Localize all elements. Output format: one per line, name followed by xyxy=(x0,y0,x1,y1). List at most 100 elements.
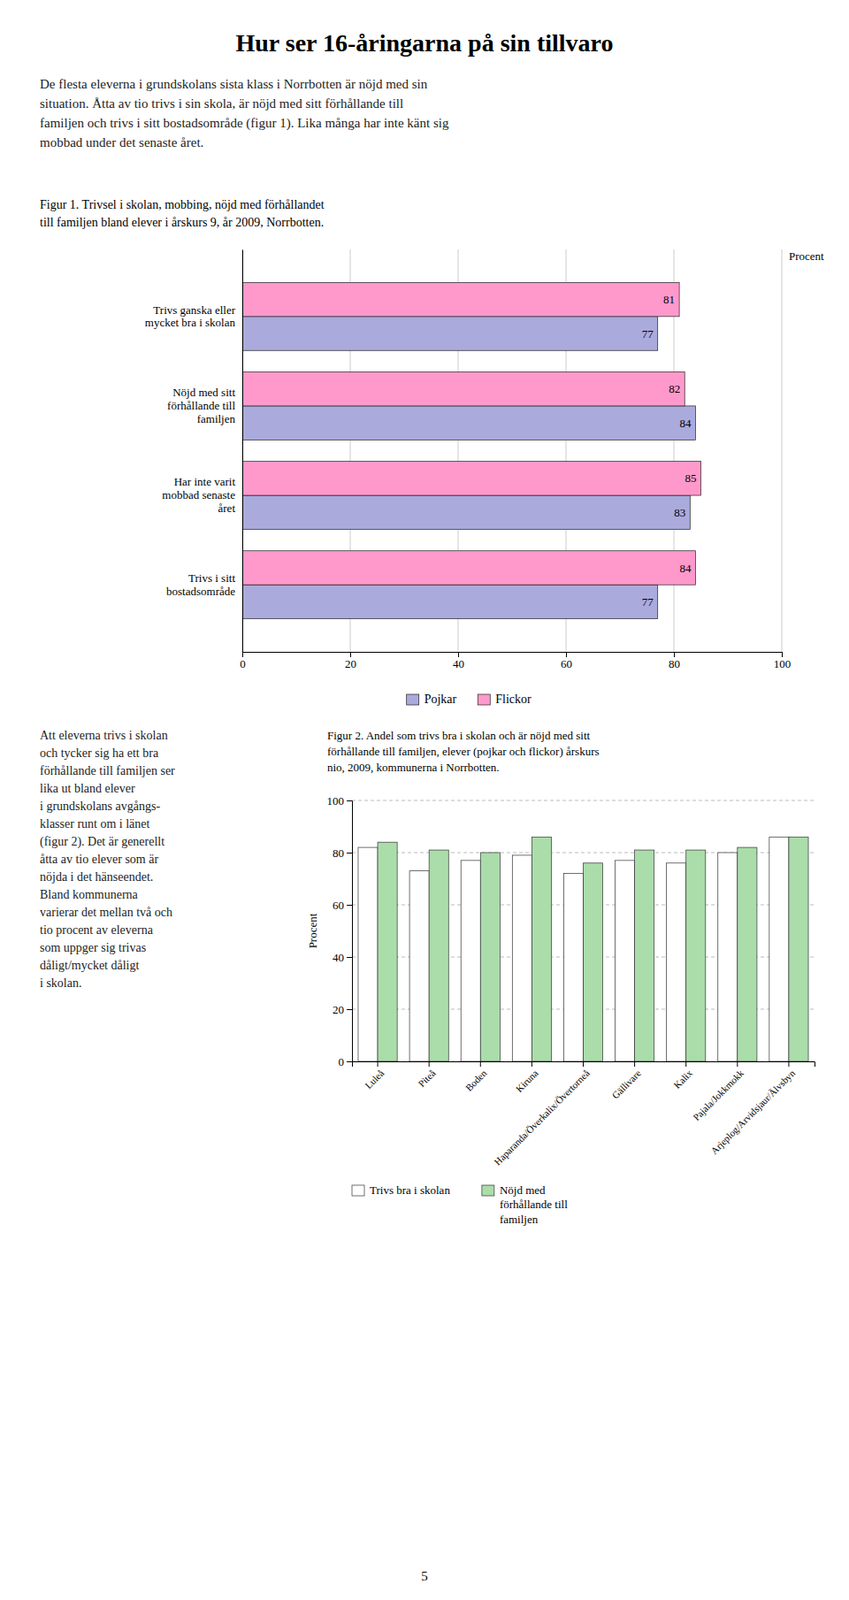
tick-mark xyxy=(346,1061,352,1063)
bar xyxy=(242,495,690,529)
tick: 60 xyxy=(332,898,352,912)
legend-swatch xyxy=(481,1185,495,1196)
tick: 100 xyxy=(773,651,792,671)
tick: Piteå xyxy=(415,1061,437,1089)
y-axis: Trivs ganska ellermycket bra i skolan Nöj… xyxy=(145,250,244,653)
bar xyxy=(460,860,481,1062)
grid xyxy=(242,249,782,652)
bar xyxy=(242,372,685,406)
page: Hur ser 16-åringarna på sin tillvaroDe f… xyxy=(0,0,849,1600)
tick-label: Nöjd med sittförhållande tillfamiljen xyxy=(167,385,236,426)
tick: 20 xyxy=(332,1002,352,1017)
data-label: 77 xyxy=(642,595,655,609)
page-title: Hur ser 16-åringarna på sin tillvaro xyxy=(235,29,613,57)
chart: Figur 2. Andel som trivs bra i skolan oc… xyxy=(305,728,816,1226)
bar xyxy=(242,584,658,619)
tick-mark xyxy=(634,1061,635,1067)
legend-item: Nöjd medförhållande tillfamiljen xyxy=(481,1183,568,1226)
tick: 80 xyxy=(332,846,352,860)
legend-label: Trivs bra i skolan xyxy=(369,1183,451,1197)
x-axis: Luleå Piteå Boden KirunaHaparanda/Överkalix… xyxy=(352,1061,816,1168)
bar xyxy=(428,849,449,1062)
tick-label: Trivs ganska ellermycket bra i skolan xyxy=(145,303,237,330)
bar xyxy=(358,847,378,1062)
bar xyxy=(737,847,758,1062)
tick-label: 40 xyxy=(452,657,465,671)
tick-label: 100 xyxy=(773,657,792,671)
bar xyxy=(242,282,680,316)
tick: Haparanda/Överkalix/Övertorneå xyxy=(491,1061,592,1168)
tick: 0 xyxy=(338,1055,353,1069)
tick: Kalix xyxy=(671,1061,695,1091)
chart: Figur 1. Trivsel i skolan, mobbing, nöjd… xyxy=(39,198,825,706)
bar xyxy=(615,860,635,1062)
tick: Luleå xyxy=(362,1061,386,1091)
tick: 60 xyxy=(560,651,573,671)
y-axis: 020406080100 xyxy=(327,794,353,1069)
data-label: 83 xyxy=(673,505,686,520)
x-axis: 0 20 40 60 80 100 xyxy=(239,651,791,671)
tick-mark xyxy=(346,956,352,958)
data-label: 85 xyxy=(685,471,697,485)
tick-mark xyxy=(346,1009,352,1010)
tick: Trivs ganska ellermycket bra i skolan xyxy=(145,303,243,330)
bar xyxy=(531,836,551,1062)
tick-label: 0 xyxy=(338,1055,345,1069)
legend: Trivs bra i skolan Nöjd medförhållande ti… xyxy=(351,1183,568,1226)
tick: Kiruna xyxy=(513,1061,541,1094)
data-label: 82 xyxy=(668,382,681,396)
data-label: 81 xyxy=(663,292,675,306)
tick-label: Gällivare xyxy=(610,1067,644,1102)
legend-label: Flickor xyxy=(495,692,532,706)
tick-mark xyxy=(736,1061,738,1067)
tick-label: Kalix xyxy=(671,1067,695,1091)
grid-line xyxy=(242,249,244,652)
plot: 020406080100LuleåPiteåBodenKirunaHaparan… xyxy=(305,794,816,1226)
tick-mark xyxy=(582,1061,584,1067)
tick-mark xyxy=(480,1061,482,1067)
tick: Trivs i sittbostadsområde xyxy=(166,571,243,598)
bar xyxy=(242,461,702,496)
tick-mark xyxy=(350,651,352,658)
tick: 80 xyxy=(668,651,681,671)
axis-line xyxy=(242,250,244,653)
tick-label: Pajala/Jokkmokk xyxy=(690,1067,746,1123)
bar xyxy=(409,871,429,1062)
bar xyxy=(377,841,398,1062)
tick-mark xyxy=(673,651,675,658)
grid-line xyxy=(351,800,815,802)
legend-label: Nöjd medförhållande tillfamiljen xyxy=(499,1183,568,1226)
data-label: 84 xyxy=(679,561,692,575)
legend-item: Trivs bra i skolan xyxy=(351,1183,451,1197)
paragraph: Att eleverna trivs i skolanoch tycker si… xyxy=(39,728,176,990)
tick: Arjeplog/Arvidsjaur/Älvsbyn xyxy=(708,1061,797,1156)
tick-mark xyxy=(566,651,567,658)
tick-mark xyxy=(531,1061,533,1067)
tick-label: 40 xyxy=(332,950,345,964)
tick-mark xyxy=(377,1061,379,1067)
legend-swatch xyxy=(477,694,490,705)
tick-mark xyxy=(346,800,352,802)
chart-title: Figur 2. Andel som trivs bra i skolan oc… xyxy=(327,728,600,774)
grid-line xyxy=(781,249,783,652)
tick-mark xyxy=(781,651,783,658)
tick-label: 20 xyxy=(344,657,357,671)
tick-label: 0 xyxy=(239,657,246,671)
data-label: 84 xyxy=(679,416,692,430)
tick-label: Haparanda/Överkalix/Övertorneå xyxy=(491,1067,592,1168)
bar xyxy=(480,852,500,1062)
axis-line xyxy=(352,1062,816,1068)
axis-line xyxy=(243,652,783,658)
axis-title: Procent xyxy=(788,249,825,263)
legend-item: Flickor xyxy=(477,692,532,706)
tick: Gällivare xyxy=(610,1061,644,1102)
tick-label: Trivs i sittbostadsområde xyxy=(166,571,236,598)
bars xyxy=(242,282,702,619)
tick-label: 80 xyxy=(668,657,681,671)
legend: PojkarFlickor xyxy=(406,692,532,706)
axis-line xyxy=(346,801,353,1063)
tick-label: Har inte varitmobbad senasteåret xyxy=(161,474,236,515)
bar xyxy=(242,405,696,440)
tick-label: Boden xyxy=(463,1067,490,1094)
tick: Har inte varitmobbad senasteåret xyxy=(161,474,243,515)
